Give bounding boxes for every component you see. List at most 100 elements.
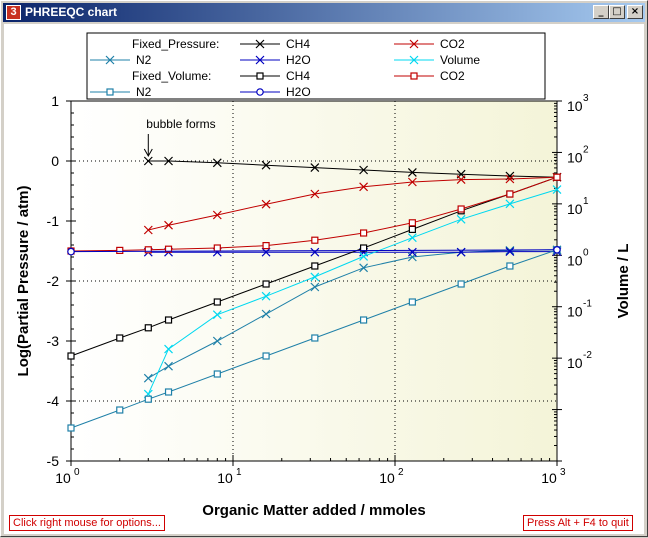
data-point [456,247,466,257]
data-point [505,247,515,257]
legend-item: CH4 [240,37,310,51]
y-tick-label: -4 [47,393,60,409]
data-point [164,344,173,354]
data-point [164,388,173,396]
x-tick-label: 10 [379,470,395,486]
data-point [310,163,320,173]
series-fixed-volume-n2 [67,246,561,432]
data-point [144,395,152,403]
y2-axis-label: Volume / L [615,244,632,319]
data-point [116,406,124,414]
legend-item-label: CO2 [440,37,465,51]
series-line [70,176,558,357]
data-point [67,247,75,256]
series-line [70,249,558,253]
y-axis-label: Log(Partial Pressure / atm) [15,186,32,377]
series-line [148,249,558,379]
legend-group-label: Fixed_Volume: [132,69,211,83]
data-point [310,282,320,292]
y2-tick-label: 10 [567,304,583,320]
data-point [116,334,124,342]
x-tick-label: 10 [55,470,71,486]
y2-tick-label: 10 [567,98,583,114]
data-point [407,247,417,257]
quit-hint-button[interactable]: Press Alt + F4 to quit [523,515,633,531]
data-point [212,336,222,346]
data-point [359,182,369,192]
data-point [456,175,466,185]
data-point [213,298,221,306]
y2-tick-label: 10 [567,201,583,217]
x-tick-exponent: 3 [560,467,566,478]
legend-box [86,32,546,100]
data-point [261,199,271,209]
x-tick-label: 10 [541,470,557,486]
data-point [553,246,561,254]
data-point [505,199,515,209]
y-tick-label: 1 [51,93,59,109]
close-button[interactable]: × [627,5,643,19]
x-tick-label: 10 [217,470,233,486]
options-hint-button[interactable]: Click right mouse for options... [9,515,165,531]
data-point [506,262,514,270]
y-tick-label: -5 [47,453,60,469]
data-point [359,165,369,175]
data-point [262,280,270,288]
legend-item: CH4 [240,69,310,83]
data-point [261,291,271,301]
data-point [262,242,270,250]
series-fixed-pressure-volume [143,185,562,399]
y2-tick-exponent: 1 [583,196,589,207]
legend-item: H2O [240,85,311,99]
series-line [70,176,558,252]
minimize-button[interactable]: _ [593,5,609,19]
y-tick-label: -2 [47,273,60,289]
data-point [261,247,271,257]
data-point [143,156,153,166]
title-bar[interactable]: 3 PHREEQC chart _ □ × [3,3,645,22]
window-title: PHREEQC chart [25,5,118,19]
annotation-arrow-head [143,148,153,158]
data-point [310,247,320,257]
legend-swatch-marker [106,88,114,96]
data-point [311,262,319,270]
series-fixed-volume-h2o [67,246,561,256]
y2-tick-label: 10 [567,355,583,371]
data-point [456,214,466,224]
series-line [148,251,557,253]
data-point [505,174,515,184]
legend-item: CO2 [394,37,465,51]
annotation-label: bubble forms [146,117,215,131]
data-point [144,246,152,254]
data-point [67,352,75,360]
data-point [212,310,222,320]
x-tick-exponent: 0 [74,467,80,478]
data-point [553,173,561,181]
legend-item-label: CH4 [286,37,310,51]
data-point [67,424,75,432]
y-tick-label: -3 [47,333,60,349]
maximize-button[interactable]: □ [609,5,625,19]
legend-item-label: H2O [286,53,311,67]
legend: Fixed_Pressure: Fixed_Volume: CH4 CO2 N2 H2O V… [86,32,546,100]
legend-item: N2 [90,85,152,99]
data-point [506,190,514,198]
data-point [164,245,173,253]
legend-swatch-marker [255,39,265,49]
legend-swatch-marker [256,72,264,80]
legend-item: Volume [394,53,480,67]
legend-item-label: N2 [136,85,152,99]
y-tick-label: -1 [47,213,60,229]
x-tick-exponent: 2 [398,467,404,478]
data-point [262,352,270,360]
data-point [164,361,173,371]
series-line [148,160,558,178]
data-point [261,309,271,319]
data-point [408,219,416,227]
data-point [407,167,417,177]
data-point [359,263,369,273]
legend-swatch-marker [409,55,419,65]
x-tick-exponent: 1 [236,467,242,478]
chart-area[interactable]: -5 -4 -3 -2 -1 0 1 10 0 10 1 10 2 10 3 10 -2 10 -1 10 0 10 1 10… [4,24,644,534]
